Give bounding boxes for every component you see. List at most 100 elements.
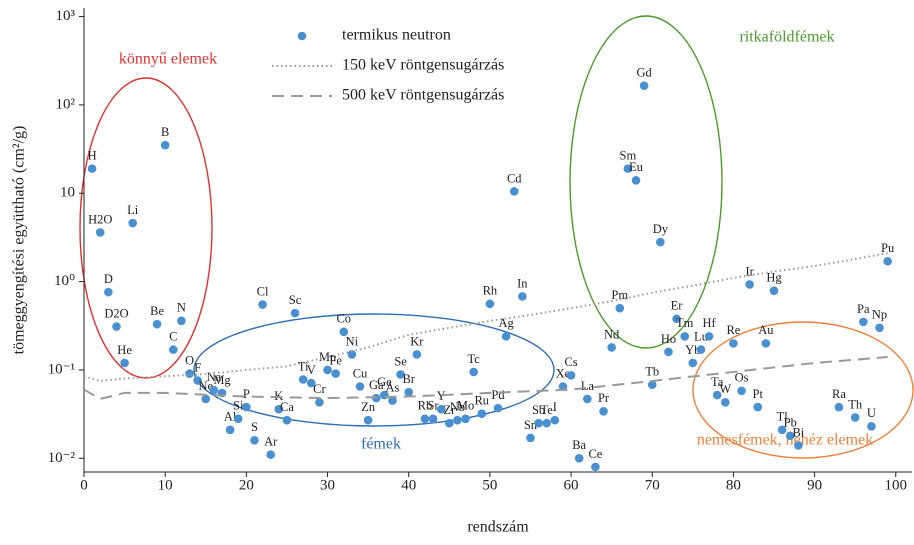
point-label: H <box>88 149 97 163</box>
point-label: Np <box>872 308 887 322</box>
data-point <box>526 433 535 443</box>
line-series <box>83 252 888 383</box>
data-point <box>566 371 576 380</box>
data-point <box>201 394 211 404</box>
group-ellipse <box>79 77 213 379</box>
point-label: Ar <box>264 435 278 449</box>
point-label: D2O <box>104 306 128 320</box>
data-point <box>680 332 690 341</box>
data-point <box>607 343 616 352</box>
data-point <box>647 380 657 390</box>
y-tick-label: 10⁻¹ <box>48 361 75 377</box>
point-label: Sm <box>620 149 637 163</box>
data-point <box>761 339 771 348</box>
data-point <box>485 299 495 309</box>
data-point <box>412 350 422 359</box>
data-point <box>436 404 446 414</box>
point-label: K <box>274 389 283 403</box>
point-label: Si <box>233 399 244 413</box>
point-label: B <box>161 125 169 139</box>
data-point <box>315 398 324 407</box>
data-point <box>209 385 219 395</box>
point-label: O <box>185 353 194 367</box>
legend-label: termikus neutron <box>342 27 451 44</box>
data-point <box>233 414 243 424</box>
x-tick-label: 90 <box>807 477 822 493</box>
annotation: nemesfémek, nehéz elemek <box>697 432 873 449</box>
annotation: könnyű elemek <box>119 51 217 68</box>
point-label: Tm <box>676 316 694 330</box>
point-label: Eu <box>629 160 644 174</box>
point-label: Zr <box>443 403 456 417</box>
x-tick-label: 10 <box>158 477 173 493</box>
y-axis-label: tömeggyengítési együttható (cm²/g) <box>11 126 28 355</box>
point-label: Cr <box>313 382 326 396</box>
data-point <box>128 218 138 228</box>
data-point <box>274 404 284 414</box>
data-point <box>185 369 194 378</box>
point-label: Xe <box>556 366 571 380</box>
point-label: La <box>581 379 595 393</box>
point-label: As <box>386 380 400 394</box>
data-point <box>87 164 97 173</box>
point-label: Co <box>336 312 351 326</box>
point-label: Kr <box>410 334 424 348</box>
data-point <box>242 402 251 412</box>
point-label: Be <box>150 304 164 318</box>
data-point <box>396 370 405 379</box>
point-label: Fe <box>329 353 342 367</box>
data-point <box>729 339 738 348</box>
point-label: Mo <box>457 399 474 413</box>
data-point <box>152 319 162 329</box>
point-label: Mn <box>319 350 337 364</box>
data-point <box>193 376 202 385</box>
point-label: Sc <box>289 293 302 307</box>
point-label: I <box>553 400 557 414</box>
point-label: Gd <box>636 66 652 80</box>
point-label: Ho <box>661 332 676 346</box>
point-label: Ba <box>572 438 586 452</box>
data-point <box>518 292 527 301</box>
data-point <box>120 358 129 368</box>
point-label: Mg <box>213 373 231 387</box>
point-label: Tc <box>467 352 480 366</box>
point-label: Tl <box>777 410 789 424</box>
data-point <box>461 414 470 424</box>
y-tick-label: 10⁰ <box>54 273 75 289</box>
legend-label: 500 keV röntgensugárzás <box>342 87 504 104</box>
data-point <box>639 81 649 90</box>
data-point <box>298 375 308 384</box>
data-point <box>688 358 698 368</box>
point-label: Te <box>541 403 554 417</box>
point-label: Cd <box>507 171 522 185</box>
data-point <box>867 422 876 431</box>
point-label: V <box>307 363 316 377</box>
point-label: Cl <box>257 284 269 298</box>
point-label: Os <box>735 371 749 385</box>
point-label: Hg <box>766 271 782 285</box>
data-point <box>306 378 316 388</box>
point-label: Cs <box>564 355 577 369</box>
point-label: N <box>177 301 186 315</box>
point-label: Pb <box>784 416 797 430</box>
data-point <box>258 300 267 309</box>
data-point <box>712 390 722 400</box>
data-point <box>745 280 754 289</box>
data-point <box>290 308 300 318</box>
point-label: Au <box>758 323 774 337</box>
data-point <box>95 228 105 237</box>
data-point <box>339 327 349 337</box>
data-point <box>883 256 892 266</box>
point-label: Br <box>402 372 415 386</box>
data-point <box>656 237 665 247</box>
data-point <box>282 415 292 425</box>
point-label: Pt <box>753 387 764 401</box>
point-label: Pa <box>857 302 870 316</box>
point-label: Pm <box>611 288 628 302</box>
data-point <box>720 398 730 407</box>
data-point <box>428 414 438 424</box>
x-tick-label: 100 <box>885 477 908 493</box>
point-label: Al <box>224 410 237 424</box>
annotation: ritkaföldfémek <box>739 29 834 46</box>
data-point <box>168 345 178 354</box>
